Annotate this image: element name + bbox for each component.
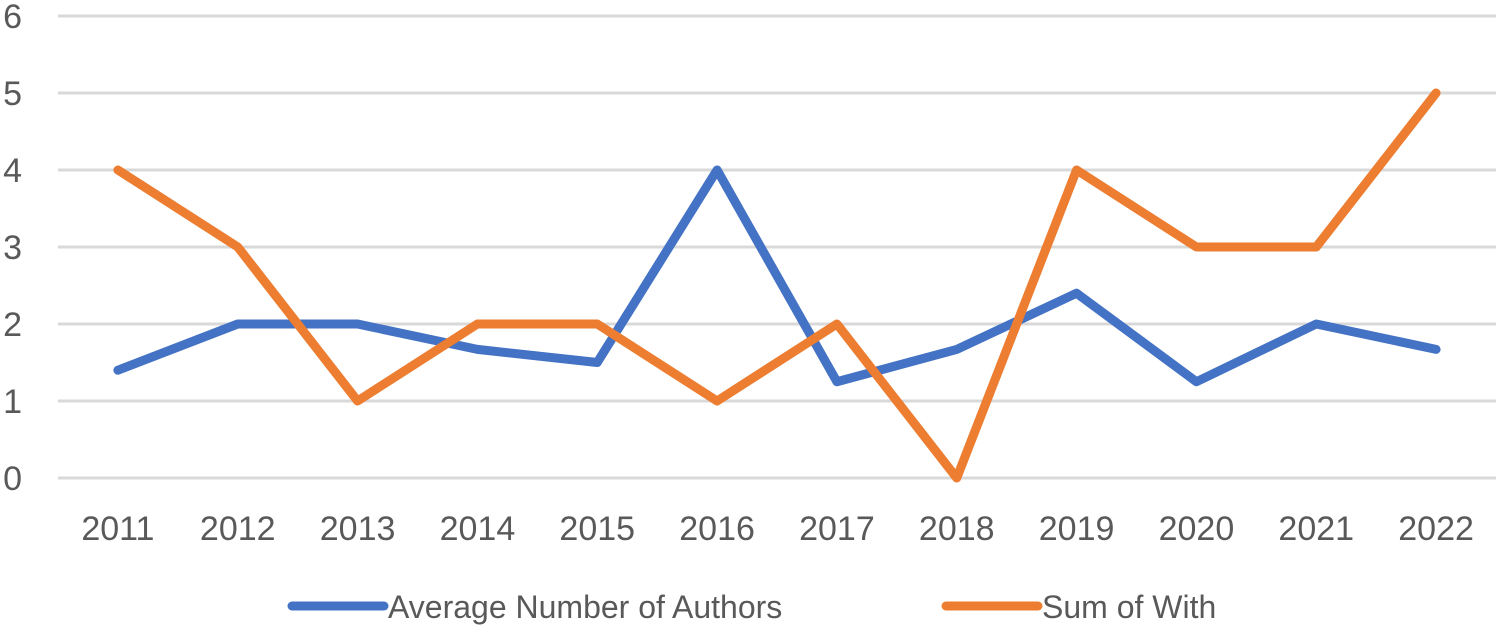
series-lines: [113, 88, 1441, 483]
x-tick-label: 2012: [200, 510, 276, 548]
series-line-1: [113, 165, 1441, 387]
y-tick-label: 5: [3, 75, 22, 113]
y-axis-tick-labels: 0 1 2 3 4 5 6: [3, 0, 22, 498]
y-tick-label: 4: [3, 152, 22, 190]
x-tick-label: 2016: [679, 510, 755, 548]
x-tick-label: 2014: [440, 510, 516, 548]
x-tick-label: 2020: [1159, 510, 1235, 548]
x-axis-tick-labels: 2011 2012 2013 2014 2015 2016 2017 2018 2019 2020…: [81, 510, 1474, 548]
legend-label-2: Sum of With: [1042, 589, 1216, 625]
legend: Average Number of Authors Sum of With: [287, 589, 1216, 625]
x-tick-label: 2022: [1398, 510, 1474, 548]
series-line-2: [113, 88, 1441, 483]
y-tick-label: 3: [3, 229, 22, 267]
x-tick-label: 2018: [919, 510, 995, 548]
x-tick-label: 2017: [799, 510, 875, 548]
y-tick-label: 1: [3, 383, 22, 421]
y-tick-label: 0: [3, 460, 22, 498]
x-tick-label: 2015: [559, 510, 635, 548]
y-tick-label: 6: [3, 0, 22, 36]
x-tick-label: 2019: [1039, 510, 1115, 548]
legend-label-1: Average Number of Authors: [388, 589, 782, 625]
x-tick-label: 2021: [1278, 510, 1354, 548]
x-tick-label: 2011: [81, 510, 154, 548]
x-tick-label: 2013: [320, 510, 396, 548]
y-tick-label: 2: [3, 306, 22, 344]
